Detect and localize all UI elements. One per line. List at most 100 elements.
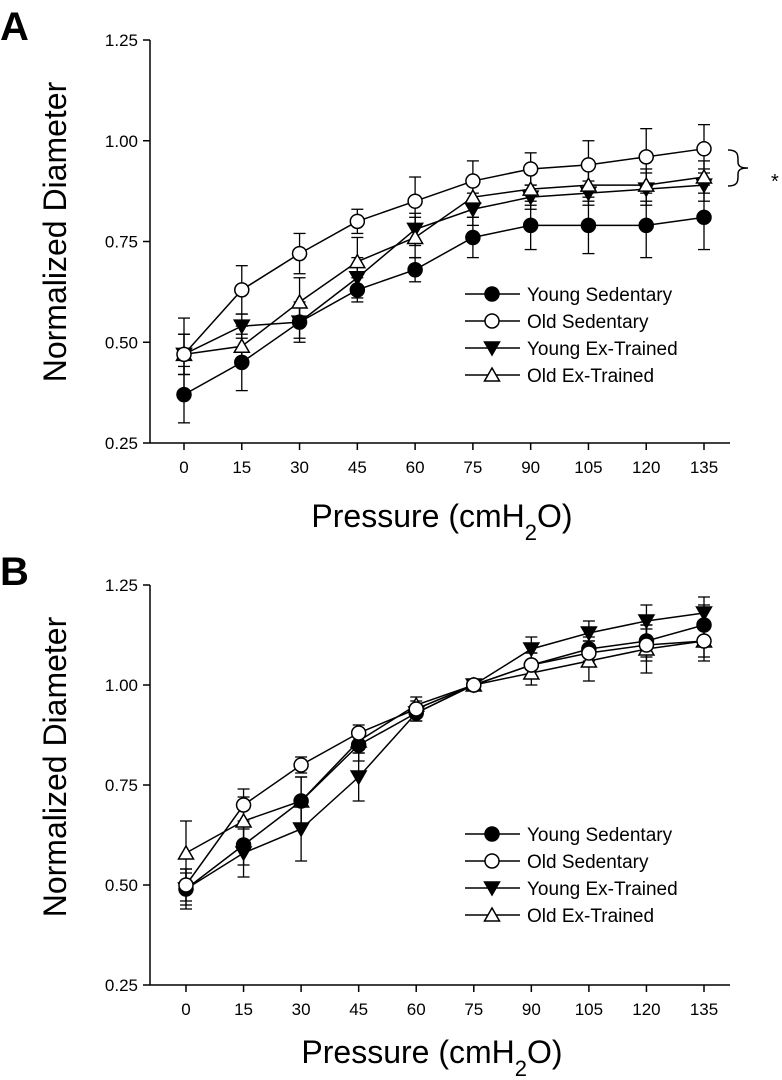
y-tick-label: 1.25 (105, 576, 138, 595)
y-tick-label: 0.75 (105, 233, 138, 252)
x-tick-label: 105 (575, 1000, 603, 1019)
x-tick-label: 105 (574, 458, 602, 477)
data-point-old-sedentary (291, 245, 308, 262)
series-line-old-ex-trained (183, 176, 705, 356)
data-point-old-sedentary (349, 213, 366, 230)
data-point-old-sedentary (293, 757, 309, 773)
series-line-old-ex-trained (185, 640, 705, 854)
x-tick-label: 0 (181, 1000, 190, 1019)
panel-label: A (0, 5, 29, 49)
data-point-young-ex-trained (349, 770, 368, 786)
legend-label: Old Ex-Trained (527, 906, 654, 927)
data-point-young-sedentary (176, 386, 192, 403)
x-tick-label: 90 (522, 1000, 541, 1019)
data-point-old-ex-trained (464, 188, 482, 204)
y-axis-title: Normalized Diameter (37, 81, 73, 382)
data-point-old-ex-trained (232, 337, 251, 354)
x-axis-title: Pressure (cmH2O) (311, 498, 572, 545)
data-point-old-sedentary (350, 725, 367, 741)
data-point-young-sedentary (638, 217, 654, 234)
data-point-old-sedentary (696, 141, 712, 157)
y-tick-label: 0.50 (105, 333, 138, 352)
x-tick-label: 120 (632, 458, 660, 477)
y-tick-label: 1.00 (105, 132, 138, 151)
y-tick-label: 1.25 (105, 31, 138, 50)
legend-marker (483, 906, 501, 922)
significance-bracket (727, 149, 749, 187)
data-point-young-sedentary (235, 837, 252, 853)
data-point-old-sedentary (176, 346, 192, 363)
data-point-young-ex-trained (695, 606, 713, 622)
y-tick-label: 0.50 (105, 876, 138, 895)
data-point-old-ex-trained (521, 180, 540, 196)
panel-label: B (0, 550, 29, 594)
data-point-young-sedentary (522, 217, 539, 234)
data-point-old-ex-trained (695, 168, 713, 184)
legend-label: Young Ex-Trained (527, 879, 678, 900)
data-point-young-ex-trained (348, 271, 367, 287)
y-tick-label: 1.00 (105, 676, 138, 695)
data-point-old-sedentary (523, 657, 540, 673)
data-point-old-sedentary (580, 157, 597, 173)
data-point-old-sedentary (638, 637, 655, 653)
data-point-old-sedentary (465, 173, 481, 189)
data-point-young-ex-trained (580, 626, 598, 642)
legend-label: Old Ex-Trained (527, 366, 654, 387)
data-point-young-ex-trained (637, 614, 656, 630)
x-tick-label: 90 (521, 458, 540, 477)
legend: Young Sedentary Old Sedentary Young Ex-Tra… (465, 825, 678, 927)
legend-marker (484, 853, 500, 869)
x-tick-label: 135 (690, 458, 718, 477)
x-tick-label: 45 (349, 1000, 368, 1019)
chart-panel-b: B 0.25 0.50 0.75 1.00 1.25 0 15 30 45 60 75 90 105 120… (0, 550, 730, 1080)
legend-label: Young Sedentary (527, 825, 673, 846)
legend-marker (484, 826, 500, 842)
legend-marker (483, 881, 501, 897)
significance-asterisk: * (771, 171, 779, 193)
legend-label: Old Sedentary (527, 312, 649, 333)
legend-label: Young Ex-Trained (527, 339, 678, 360)
data-point-young-ex-trained (232, 319, 251, 335)
x-tick-label: 0 (179, 458, 188, 477)
series-line-old-sedentary (185, 640, 705, 886)
legend-marker (484, 286, 500, 302)
legend-marker (483, 366, 501, 382)
x-tick-label: 75 (464, 1000, 483, 1019)
data-point-old-ex-trained (234, 812, 253, 828)
data-point-young-sedentary (349, 282, 366, 298)
data-point-old-sedentary (522, 161, 539, 177)
x-tick-label: 60 (406, 458, 425, 477)
data-point-old-sedentary (466, 677, 482, 693)
data-point-old-ex-trained (348, 253, 367, 269)
data-point-old-sedentary (407, 193, 423, 209)
data-point-old-ex-trained (406, 228, 424, 245)
series-line-old-sedentary (183, 148, 705, 355)
legend-label: Young Sedentary (527, 285, 673, 306)
data-point-young-ex-trained (464, 202, 482, 218)
x-tick-label: 60 (407, 1000, 426, 1019)
data-point-young-sedentary (580, 217, 597, 234)
x-tick-label: 15 (234, 1000, 253, 1019)
data-point-old-sedentary (235, 797, 252, 813)
data-point-young-sedentary (291, 314, 308, 330)
series-line-young-ex-trained (185, 612, 705, 890)
data-point-old-ex-trained (579, 176, 598, 192)
data-point-young-sedentary (465, 229, 481, 246)
y-tick-label: 0.25 (105, 434, 138, 453)
data-point-old-sedentary (581, 645, 597, 661)
chart-panel-a: A 0.25 0.50 0.75 1.00 1.25 0 15 30 45 60 75 90 105 120… (0, 5, 779, 545)
y-axis-title: Normalized Diameter (37, 616, 73, 917)
y-tick-label: 0.75 (105, 776, 138, 795)
data-point-old-sedentary (408, 701, 424, 717)
x-tick-label: 30 (290, 458, 309, 477)
data-point-old-ex-trained (637, 176, 656, 192)
data-point-young-sedentary (234, 354, 250, 371)
x-axis-title: Pressure (cmH2O) (301, 1034, 562, 1080)
data-point-old-sedentary (178, 877, 194, 893)
data-point-old-ex-trained (177, 844, 195, 860)
series-line-young-sedentary (183, 216, 705, 396)
data-point-young-ex-trained (522, 642, 541, 658)
data-point-old-sedentary (234, 282, 250, 298)
x-tick-label: 75 (463, 458, 482, 477)
